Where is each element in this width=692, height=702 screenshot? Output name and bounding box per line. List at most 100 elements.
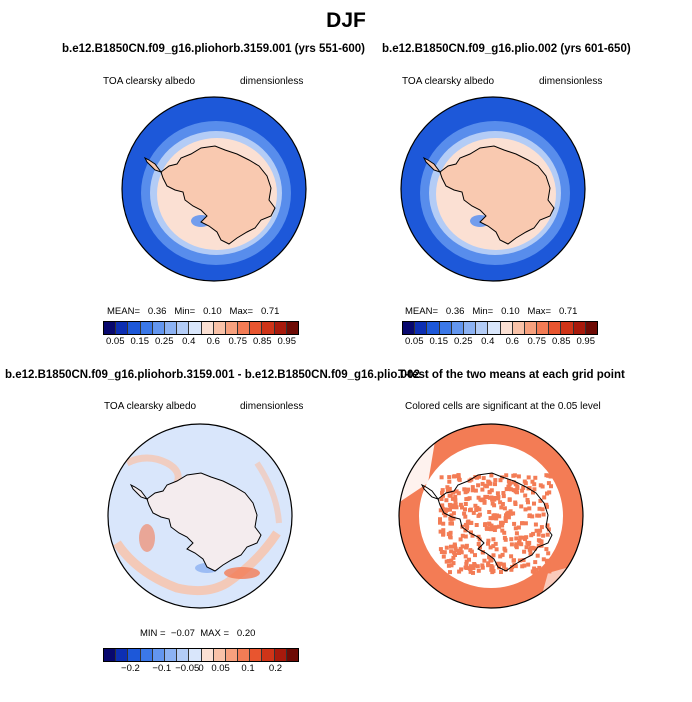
panel-2-mean-label: MEAN= bbox=[405, 306, 438, 317]
antarctic-peninsula bbox=[129, 483, 149, 500]
panel-2-title: b.e12.B1850CN.f09_g16.plio.002 (yrs 601-… bbox=[382, 43, 631, 55]
panel-3-max-label: MAX = bbox=[200, 628, 229, 639]
colorbar-tick-label: 0.05 bbox=[106, 336, 125, 347]
panel-3-colorbar bbox=[103, 648, 299, 662]
colorbar-swatch bbox=[152, 649, 165, 661]
figure-title: DJF bbox=[326, 9, 366, 32]
panel-2-min-label: Min= bbox=[472, 306, 494, 317]
colorbar-tick-label: 0.1 bbox=[241, 663, 255, 674]
panel-1-mean-value: 0.36 bbox=[147, 306, 167, 317]
colorbar-swatch bbox=[476, 322, 489, 334]
colorbar-swatch bbox=[250, 649, 263, 661]
panel-4-subtitle: Colored cells are significant at the 0.0… bbox=[405, 401, 601, 412]
colorbar-swatch bbox=[250, 322, 263, 334]
colorbar-swatch bbox=[500, 322, 513, 334]
colorbar-swatch bbox=[512, 322, 525, 334]
colorbar-swatch bbox=[104, 322, 117, 334]
colorbar-swatch bbox=[561, 322, 574, 334]
colorbar-swatch bbox=[463, 322, 477, 334]
colorbar-tick-label: 0.85 bbox=[253, 336, 272, 347]
colorbar-swatch bbox=[140, 322, 153, 334]
panel-4-title: T-test of the two means at each grid poi… bbox=[398, 369, 625, 381]
panel-3-stats: MIN = −0.07 MAX = 0.20 bbox=[140, 628, 255, 639]
panel-3-max-value: 0.20 bbox=[236, 628, 256, 639]
colorbar-tick-label: 0.05 bbox=[211, 663, 230, 674]
colorbar-swatch bbox=[116, 649, 129, 661]
colorbar-swatch bbox=[403, 322, 416, 334]
map-border bbox=[107, 423, 293, 609]
colorbar-swatch bbox=[286, 322, 298, 334]
colorbar-tick-label: 0.95 bbox=[576, 336, 596, 347]
panel-2-polar-map bbox=[400, 96, 586, 282]
colorbar-swatch bbox=[537, 322, 550, 334]
colorbar-tick-label: 0.95 bbox=[277, 336, 297, 347]
colorbar-tick-label: 0.85 bbox=[552, 336, 571, 347]
colorbar-swatch bbox=[524, 322, 538, 334]
panel-1-units-label: dimensionless bbox=[240, 76, 304, 87]
panel-2-max-label: Max= bbox=[527, 306, 552, 317]
colorbar-swatch bbox=[238, 322, 251, 334]
colorbar-tick-label: 0.25 bbox=[155, 336, 174, 347]
colorbar-tick-label: 0.75 bbox=[527, 336, 547, 347]
colorbar-swatch bbox=[274, 322, 287, 334]
colorbar-tick-label: −0.1 bbox=[152, 663, 172, 674]
colorbar-tick-label: −0.2 bbox=[121, 663, 140, 674]
colorbar-swatch bbox=[164, 322, 178, 334]
panel-1-max-value: 0.71 bbox=[260, 306, 280, 317]
map-border bbox=[398, 423, 584, 609]
colorbar-swatch bbox=[201, 322, 214, 334]
panel-1-stats: MEAN= 0.36 Min= 0.10 Max= 0.71 bbox=[107, 306, 279, 317]
panel-1-max-label: Max= bbox=[229, 306, 254, 317]
antarctica-coastline bbox=[160, 145, 276, 245]
colorbar-swatch bbox=[177, 649, 190, 661]
panel-2-stats: MEAN= 0.36 Min= 0.10 Max= 0.71 bbox=[405, 306, 577, 317]
antarctic-peninsula bbox=[143, 156, 163, 173]
antarctica-coastline bbox=[439, 145, 555, 245]
colorbar-swatch bbox=[189, 322, 202, 334]
panel-3-title: b.e12.B1850CN.f09_g16.pliohorb.3159.001 … bbox=[5, 369, 420, 381]
colorbar-swatch bbox=[427, 322, 440, 334]
colorbar-swatch bbox=[164, 649, 178, 661]
colorbar-swatch bbox=[104, 649, 117, 661]
colorbar-tick-label: 0.4 bbox=[182, 336, 196, 347]
panel-2-variable-label: TOA clearsky albedo bbox=[402, 76, 495, 87]
colorbar-swatch bbox=[225, 649, 239, 661]
antarctic-peninsula bbox=[420, 483, 440, 500]
colorbar-swatch bbox=[549, 322, 562, 334]
colorbar-swatch bbox=[213, 649, 226, 661]
colorbar-tick-label: −0.05 bbox=[175, 663, 200, 674]
panel-1-variable-label: TOA clearsky albedo bbox=[103, 76, 196, 87]
colorbar-swatch bbox=[286, 649, 298, 661]
colorbar-tick-label: 0.2 bbox=[268, 663, 283, 674]
panel-1-min-value: 0.10 bbox=[203, 306, 222, 317]
colorbar-swatch bbox=[585, 322, 597, 334]
colorbar-swatch bbox=[262, 649, 275, 661]
panel-1-title: b.e12.B1850CN.f09_g16.pliohorb.3159.001 … bbox=[62, 43, 365, 55]
map-border bbox=[400, 96, 586, 282]
colorbar-swatch bbox=[140, 649, 153, 661]
panel-2-mean-value: 0.36 bbox=[445, 306, 465, 317]
panel-1-mean-label: MEAN= bbox=[107, 306, 140, 317]
panel-1-polar-map bbox=[121, 96, 307, 282]
panel-1-colorbar bbox=[103, 321, 299, 335]
colorbar-tick-label: 0.6 bbox=[505, 336, 519, 347]
colorbar-tick-label: 0.15 bbox=[130, 336, 150, 347]
colorbar-swatch bbox=[189, 649, 202, 661]
panel-3-units-label: dimensionless bbox=[240, 401, 304, 412]
colorbar-swatch bbox=[262, 322, 275, 334]
panel-2-min-value: 0.10 bbox=[501, 306, 520, 317]
colorbar-swatch bbox=[238, 649, 251, 661]
antarctica-coastline bbox=[146, 472, 262, 572]
colorbar-swatch bbox=[488, 322, 501, 334]
panel-3-min-value: −0.07 bbox=[170, 628, 195, 639]
colorbar-tick-label: 0.6 bbox=[206, 336, 220, 347]
colorbar-swatch bbox=[152, 322, 165, 334]
colorbar-tick-label: 0 bbox=[198, 663, 204, 674]
colorbar-swatch bbox=[177, 322, 190, 334]
colorbar-tick-label: 0.25 bbox=[454, 336, 473, 347]
colorbar-swatch bbox=[201, 649, 214, 661]
panel-1-min-label: Min= bbox=[174, 306, 196, 317]
colorbar-swatch bbox=[225, 322, 239, 334]
panel-3-min-label: MIN = bbox=[140, 628, 166, 639]
colorbar-tick-label: 0.4 bbox=[481, 336, 495, 347]
